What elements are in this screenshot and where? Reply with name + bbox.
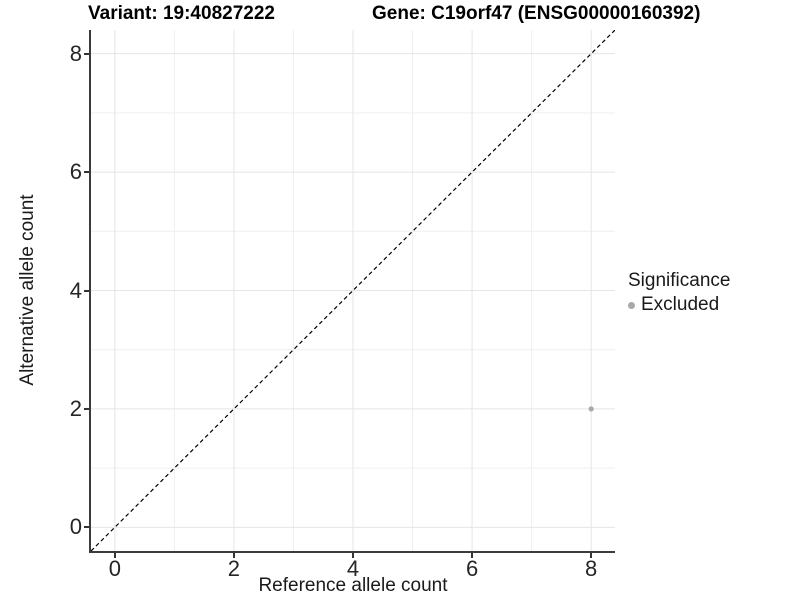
legend-entry-label: Excluded	[641, 294, 720, 315]
variant-title: Variant: 19:40827222	[88, 3, 275, 24]
plot-canvas	[91, 30, 615, 551]
legend: Significance Excluded	[628, 270, 730, 316]
y-tick-mark	[84, 289, 89, 292]
y-tick-label: 8	[69, 40, 82, 66]
y-tick-label: 6	[69, 159, 82, 185]
x-tick-mark	[471, 553, 474, 558]
x-tick-label: 2	[227, 556, 241, 581]
y-axis-title: Alternative allele count	[17, 194, 38, 386]
legend-entry-excluded: Excluded	[628, 294, 730, 316]
plot-panel	[89, 30, 615, 553]
x-tick-mark	[232, 553, 235, 558]
legend-title: Significance	[628, 270, 731, 291]
x-tick-mark	[352, 553, 354, 558]
y-tick-label: 0	[69, 514, 82, 540]
excluded-point-icon	[628, 301, 635, 309]
y-tick-mark	[84, 407, 89, 410]
x-tick-label: 6	[465, 556, 479, 581]
y-tick-mark	[84, 52, 89, 55]
x-axis-title: Reference allele count	[258, 575, 448, 596]
gene-title: Gene: C19orf47 (ENSG00000160392)	[372, 3, 701, 24]
y-tick-label: 4	[69, 277, 82, 303]
x-tick-label: 4	[346, 556, 360, 581]
x-tick-mark	[113, 553, 116, 558]
x-tick-mark	[590, 553, 593, 558]
data-point	[588, 406, 594, 412]
x-tick-label: 0	[108, 556, 121, 581]
x-tick-label: 8	[585, 556, 598, 581]
y-tick-mark	[84, 171, 89, 174]
y-tick-mark	[84, 526, 89, 529]
y-tick-label: 2	[69, 395, 82, 421]
